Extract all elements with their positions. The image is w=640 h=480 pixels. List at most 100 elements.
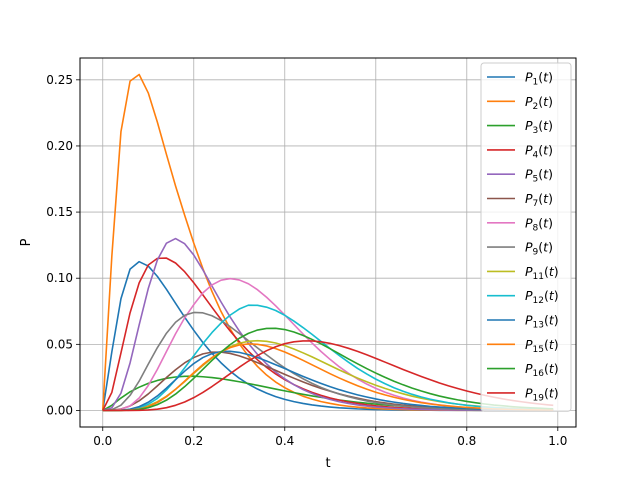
legend-series-arg: (	[544, 288, 549, 303]
legend-label-p5: P5(t)	[525, 167, 553, 185]
legend-series-name: P	[525, 313, 533, 328]
legend-series-index: 11	[533, 272, 544, 282]
legend-series-name: P	[525, 191, 533, 206]
legend-label-p15: P15(t)	[525, 337, 559, 355]
legend-series-index: 12	[533, 296, 544, 306]
legend-label-p11: P11(t)	[525, 264, 559, 282]
legend-series-close: )	[554, 264, 559, 279]
y-tick-label: 0.25	[46, 73, 73, 87]
x-tick-label: 0.0	[93, 434, 112, 448]
x-tick-label: 0.8	[457, 434, 476, 448]
legend-series-close: )	[548, 142, 553, 157]
legend-label-p19: P19(t)	[525, 385, 559, 403]
y-tick-label: 0.20	[46, 139, 73, 153]
legend-series-index: 4	[533, 150, 539, 160]
legend-series-close: )	[554, 385, 559, 400]
legend-label-p1: P1(t)	[525, 70, 553, 88]
legend-box	[480, 62, 572, 412]
plot-frame	[79, 57, 577, 428]
legend-label-p3: P3(t)	[525, 118, 553, 136]
legend-series-arg: (	[544, 337, 549, 352]
legend-series-name: P	[525, 94, 533, 109]
legend-series-name: P	[525, 70, 533, 85]
legend-series-close: )	[548, 240, 553, 255]
legend-series-close: )	[554, 313, 559, 328]
legend-series-index: 15	[533, 345, 544, 355]
legend-series-var: t	[549, 264, 555, 279]
legend-series-var: t	[543, 142, 549, 157]
legend-series-close: )	[554, 288, 559, 303]
legend-series-arg: (	[544, 385, 549, 400]
legend-series-arg: (	[544, 313, 549, 328]
legend-series-var: t	[549, 337, 555, 352]
legend-series-var: t	[543, 94, 549, 109]
legend-series-close: )	[548, 94, 553, 109]
legend-series-index: 19	[533, 393, 545, 403]
y-axis-title: P	[19, 238, 34, 246]
legend-series-name: P	[525, 240, 533, 255]
legend-series-close: )	[554, 361, 559, 376]
legend-label-p7: P7(t)	[525, 191, 553, 209]
y-tick-label: 0.15	[46, 205, 73, 219]
legend-series-name: P	[525, 385, 533, 400]
legend-series-arg: (	[538, 215, 543, 230]
legend-series-arg: (	[544, 264, 549, 279]
legend-series-close: )	[554, 337, 559, 352]
legend-series-name: P	[525, 361, 533, 376]
legend-series-arg: (	[538, 240, 543, 255]
legend-label-p2: P2(t)	[525, 94, 553, 112]
legend-series-index: 5	[533, 175, 539, 185]
legend-series-var: t	[543, 118, 549, 133]
legend-series-index: 8	[533, 223, 539, 233]
y-tick-label: 0.00	[46, 403, 73, 417]
y-tick-label: 0.05	[46, 337, 73, 351]
legend-series-index: 2	[533, 102, 539, 112]
legend-series-name: P	[525, 337, 533, 352]
legend: P1(t)P2(t)P3(t)P4(t)P5(t)P7(t)P8(t)P9(t)…	[480, 62, 572, 412]
x-tick-label: 0.2	[184, 434, 203, 448]
legend-label-p4: P4(t)	[525, 142, 553, 160]
legend-series-close: )	[548, 70, 553, 85]
legend-series-index: 1	[533, 78, 539, 88]
axis-ticks: 0.0 0.2 0.4 0.6 0.8 1.0 0.00 0.05 0.10 0.15 0.20 0.…	[46, 73, 567, 448]
legend-series-var: t	[543, 70, 549, 85]
legend-series-var: t	[543, 215, 549, 230]
legend-series-name: P	[525, 264, 533, 279]
legend-series-index: 13	[533, 321, 544, 331]
x-tick-label: 0.6	[366, 434, 385, 448]
legend-series-name: P	[525, 288, 533, 303]
legend-series-close: )	[548, 191, 553, 206]
legend-series-var: t	[549, 313, 555, 328]
legend-series-arg: (	[538, 70, 543, 85]
legend-series-name: P	[525, 118, 533, 133]
legend-series-close: )	[548, 215, 553, 230]
legend-series-index: 7	[533, 199, 539, 209]
legend-series-arg: (	[544, 361, 549, 376]
legend-series-index: 16	[533, 369, 545, 379]
x-tick-label: 1.0	[548, 434, 567, 448]
legend-label-p9: P9(t)	[525, 240, 553, 258]
legend-series-arg: (	[538, 118, 543, 133]
legend-series-var: t	[543, 191, 549, 206]
legend-series-var: t	[549, 288, 555, 303]
legend-series-arg: (	[538, 142, 543, 157]
legend-series-var: t	[549, 361, 555, 376]
legend-series-var: t	[543, 240, 549, 255]
legend-series-name: P	[525, 167, 533, 182]
legend-label-p12: P12(t)	[525, 288, 559, 306]
legend-label-p13: P13(t)	[525, 313, 559, 331]
legend-series-arg: (	[538, 191, 543, 206]
x-axis-title: t	[325, 456, 330, 471]
legend-series-close: )	[548, 118, 553, 133]
legend-series-name: P	[525, 142, 533, 157]
legend-label-p16: P16(t)	[525, 361, 559, 379]
legend-series-index: 9	[533, 248, 539, 258]
legend-series-var: t	[543, 167, 549, 182]
legend-series-arg: (	[538, 94, 543, 109]
legend-series-close: )	[548, 167, 553, 182]
legend-series-name: P	[525, 215, 533, 230]
x-tick-label: 0.4	[275, 434, 294, 448]
y-tick-label: 0.10	[46, 271, 73, 285]
legend-series-index: 3	[533, 126, 539, 136]
